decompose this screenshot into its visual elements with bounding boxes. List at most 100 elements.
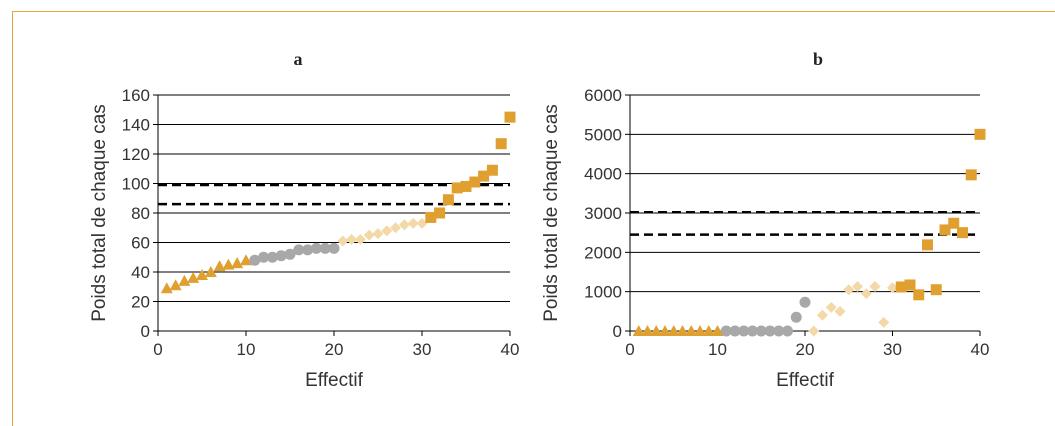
data-point-square — [442, 194, 454, 206]
data-point-diamond — [887, 282, 898, 294]
data-point-diamond — [372, 228, 384, 240]
data-point-circle — [284, 248, 296, 260]
data-point-square — [930, 284, 942, 296]
data-point-circle — [738, 325, 750, 337]
y-tick-label: 140 — [122, 116, 150, 135]
data-point-circle — [266, 251, 278, 263]
data-point-diamond — [337, 235, 349, 247]
data-point-square — [460, 180, 472, 192]
data-point-diamond — [825, 301, 837, 313]
data-point-circle — [799, 296, 811, 308]
y-tick-label: 4000 — [584, 165, 622, 184]
data-point-triangle — [178, 274, 191, 286]
data-point-square — [913, 289, 925, 301]
x-tick-label: 20 — [325, 340, 344, 359]
y-tick-label: 5000 — [584, 125, 622, 144]
panel-a: a 0 20 40 60 80 100 120 140 160 0 10 20 30 40 Effectif P… — [89, 49, 519, 391]
data-point-square — [922, 239, 933, 251]
chart-title: a — [294, 49, 303, 69]
data-point-triangle — [222, 258, 235, 270]
data-point-square — [948, 217, 960, 229]
data-point-square — [469, 176, 481, 188]
data-point-square — [486, 164, 498, 176]
data-point-circle — [319, 242, 331, 254]
data-point-circle — [720, 325, 732, 337]
y-tick-label: 0 — [141, 322, 150, 341]
data-point-diamond — [416, 217, 428, 229]
data-point-square — [904, 279, 916, 291]
chart-title: b — [813, 49, 823, 69]
data-point-triangle — [702, 325, 715, 336]
data-point-triangle — [711, 325, 724, 336]
data-point-diamond — [398, 219, 410, 231]
data-point-triangle — [659, 325, 671, 336]
y-tick-label: 6000 — [584, 86, 622, 105]
data-point-diamond — [869, 281, 881, 293]
x-tick-label: 30 — [883, 340, 902, 359]
data-point-diamond — [363, 229, 375, 241]
data-point-diamond — [354, 234, 366, 246]
data-point-circle — [310, 242, 322, 254]
y-tick-label: 2000 — [584, 243, 622, 262]
x-tick-label: 40 — [501, 340, 520, 359]
data-point-circle — [764, 325, 776, 337]
data-point-circle — [275, 250, 287, 262]
y-tick-label: 3000 — [584, 204, 622, 223]
data-point-square — [957, 227, 968, 239]
data-point-diamond — [407, 217, 419, 229]
data-point-square — [478, 170, 490, 182]
data-point-triangle — [685, 325, 698, 336]
data-point-triangle — [667, 325, 680, 336]
data-point-diamond — [390, 222, 402, 234]
y-tick-label: 100 — [122, 175, 150, 194]
data-point-triangle — [641, 325, 654, 336]
data-point-diamond — [808, 325, 820, 337]
y-tick-label: 40 — [131, 263, 150, 282]
data-point-triangle — [676, 325, 689, 336]
data-point-circle — [755, 325, 767, 337]
data-point-diamond — [834, 305, 846, 317]
data-point-diamond — [843, 284, 855, 296]
data-point-diamond — [860, 288, 872, 300]
data-point-triangle — [231, 257, 244, 269]
y-tick-label: 60 — [131, 234, 150, 253]
data-point-triangle — [160, 282, 173, 294]
data-point-circle — [747, 325, 758, 337]
data-point-square — [974, 128, 986, 140]
y-tick-label: 1000 — [584, 283, 622, 302]
data-point-square — [434, 207, 446, 219]
data-point-circle — [773, 325, 785, 337]
data-point-triangle — [240, 254, 252, 266]
data-point-triangle — [204, 266, 217, 277]
data-point-square — [451, 182, 463, 194]
y-tick-label: 80 — [131, 204, 150, 223]
data-point-circle — [293, 244, 305, 256]
data-point-circle — [729, 325, 741, 337]
x-tick-label: 10 — [708, 340, 727, 359]
y-axis-label: Poids total de chaque cas — [541, 104, 562, 322]
figure-frame — [12, 11, 1055, 426]
data-point-square — [425, 211, 437, 223]
data-point-square — [495, 138, 507, 150]
data-point-circle — [790, 311, 802, 323]
y-tick-label: 160 — [122, 86, 150, 105]
data-point-circle — [302, 244, 314, 256]
x-tick-label: 20 — [796, 340, 815, 359]
x-tick-label: 10 — [237, 340, 256, 359]
x-tick-label: 0 — [153, 340, 162, 359]
data-point-circle — [249, 254, 261, 266]
data-point-diamond — [346, 234, 358, 246]
data-point-diamond — [852, 281, 863, 293]
data-point-triangle — [187, 271, 200, 283]
data-point-square — [965, 169, 977, 181]
x-axis-label: Effectif — [776, 370, 834, 391]
data-point-square — [504, 111, 516, 123]
y-tick-label: 0 — [613, 322, 622, 341]
x-tick-label: 0 — [625, 340, 634, 359]
x-axis-label: Effectif — [305, 370, 363, 391]
data-point-diamond — [817, 309, 828, 321]
data-point-circle — [782, 325, 793, 337]
data-point-triangle — [169, 279, 182, 291]
data-point-triangle — [632, 325, 645, 336]
